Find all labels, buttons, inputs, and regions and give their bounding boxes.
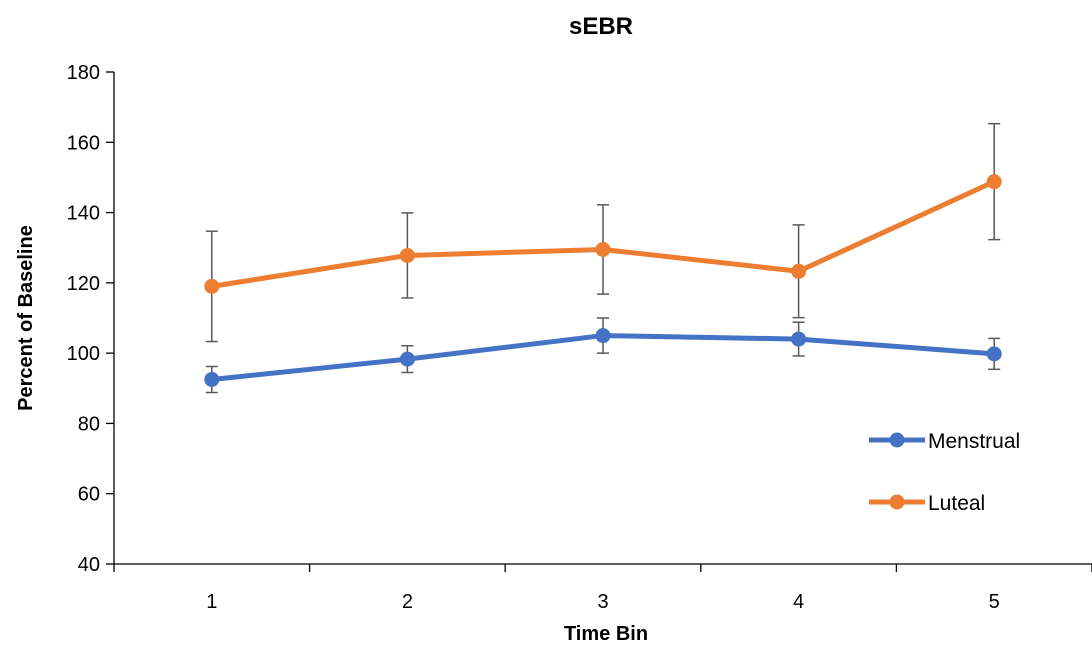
chart-title: sEBR <box>569 13 633 40</box>
series <box>204 174 1002 387</box>
data-point-menstrual <box>204 372 220 387</box>
legend: Menstrual Luteal <box>869 430 1020 515</box>
data-point-luteal <box>399 247 415 263</box>
y-tick-label: 140 <box>67 203 100 225</box>
data-point-menstrual <box>791 331 807 347</box>
legend-marker-menstrual <box>889 432 905 448</box>
x-axis-title: Time Bin <box>564 623 648 645</box>
legend-item-menstrual: Menstrual <box>869 430 1020 453</box>
data-point-menstrual <box>986 346 1002 362</box>
legend-label-luteal: Luteal <box>928 492 985 515</box>
x-tick-label: 3 <box>597 591 608 613</box>
data-point-luteal <box>595 241 611 257</box>
plot-area <box>113 72 1092 565</box>
legend-label-menstrual: Menstrual <box>928 430 1020 453</box>
y-tick-label: 180 <box>67 62 100 84</box>
y-tick-label: 160 <box>67 132 100 154</box>
y-tick-label: 60 <box>78 484 100 506</box>
data-point-menstrual <box>595 328 611 344</box>
legend-item-luteal: Luteal <box>869 492 985 515</box>
data-point-luteal <box>791 263 807 279</box>
legend-marker-luteal <box>889 494 905 510</box>
y-axis-title: Percent of Baseline <box>15 225 37 411</box>
x-tick-label: 5 <box>989 591 1000 613</box>
x-tick-label: 1 <box>206 591 217 613</box>
y-tick-label: 120 <box>67 273 100 295</box>
y-tick-label: 100 <box>67 343 100 365</box>
data-point-menstrual <box>399 351 415 367</box>
x-tick-label: 2 <box>402 591 413 613</box>
tick-labels: 40 60 80 100 120 140 160 180 1 2 3 4 5 <box>67 62 1092 613</box>
error-bars <box>205 122 1001 394</box>
x-tick-label: 4 <box>793 591 804 613</box>
y-tick-label: 40 <box>78 554 100 576</box>
y-tick-label: 80 <box>78 413 100 435</box>
data-point-luteal <box>204 278 220 294</box>
data-point-luteal <box>986 174 1002 190</box>
